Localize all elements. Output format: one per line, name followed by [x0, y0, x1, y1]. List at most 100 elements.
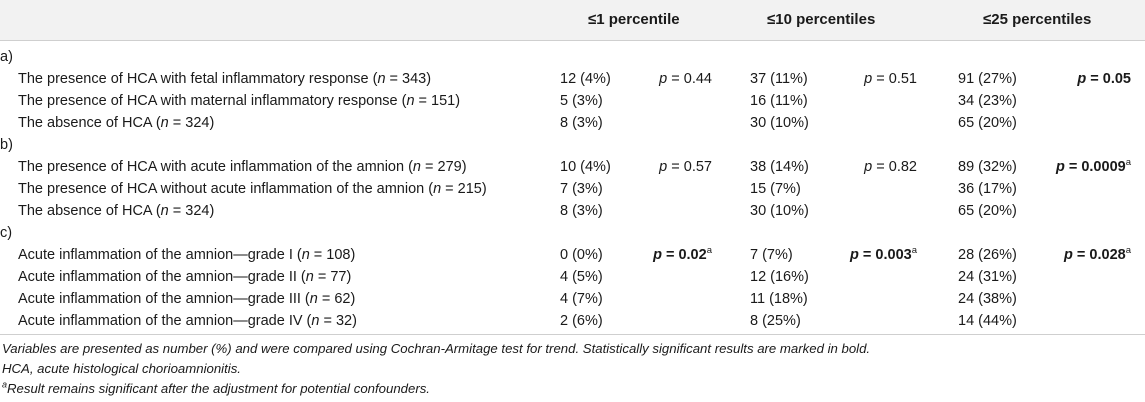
row-label-count: = 32): [319, 313, 357, 329]
row-label-text: The absence of HCA (: [18, 115, 161, 131]
row-label-n: n: [305, 269, 314, 285]
row-label-count: = 324): [168, 203, 215, 219]
header-col-25-percentiles: ≤25 percentiles: [983, 11, 1092, 28]
row-label: Acute inflammation of the amnion—grade I…: [18, 310, 357, 332]
footnote-adjustment: aResult remains significant after the ad…: [2, 379, 870, 399]
cell-10-percentiles: 12 (16%): [750, 269, 809, 285]
table-row: The presence of HCA with maternal inflam…: [0, 90, 1145, 112]
row-label-text: The presence of HCA with maternal inflam…: [18, 93, 407, 109]
footnote-method: Variables are presented as number (%) an…: [2, 341, 871, 356]
p-equals: =: [1072, 247, 1090, 263]
table-header: ≤1 percentile ≤10 percentiles ≤25 percen…: [0, 0, 1145, 41]
table-footnotes: Variables are presented as number (%) an…: [2, 339, 870, 399]
p-value-cell: p = 0.02a: [650, 244, 712, 266]
p-value-cell: p = 0.57: [650, 156, 712, 178]
p-value-footnote-marker: a: [706, 245, 712, 257]
cell-25-percentiles: 65 (20%): [958, 203, 1017, 219]
row-label-text: The presence of HCA without acute inflam…: [18, 181, 434, 197]
cell-10-percentiles: 30 (10%): [750, 203, 809, 219]
footnote-abbreviation: HCA, acute histological chorioamnionitis…: [2, 361, 241, 376]
cell-1-percentile: 5 (3%): [560, 93, 603, 109]
row-label-text: The absence of HCA (: [18, 203, 161, 219]
row-label-text: The presence of HCA with fetal inflammat…: [18, 71, 378, 87]
row-label-count: = 279): [421, 159, 467, 175]
table-row: The presence of HCA with fetal inflammat…: [0, 68, 1145, 90]
row-label-n: n: [377, 71, 386, 87]
cell-1-percentile: 8 (3%): [560, 115, 603, 131]
p-value: 0.028: [1089, 247, 1126, 263]
cell-1-percentile: 8 (3%): [560, 203, 603, 219]
row-label-count: = 77): [313, 269, 352, 285]
p-symbol: p: [1077, 71, 1087, 87]
table-row: The absence of HCA (n = 324) 8 (3%) 30 (10…: [0, 112, 1145, 134]
p-value-cell: p = 0.003a: [800, 244, 917, 266]
section-row: b): [0, 134, 1145, 156]
p-symbol: p: [659, 159, 668, 175]
p-equals: =: [661, 247, 679, 263]
row-label-text: The presence of HCA with acute inflammat…: [18, 159, 413, 175]
row-label-n: n: [433, 181, 442, 197]
p-equals: =: [858, 247, 876, 263]
p-value-cell: p = 0.44: [650, 68, 712, 90]
section-label: c): [0, 225, 13, 241]
table-row: The presence of HCA without acute inflam…: [0, 178, 1145, 200]
cell-25-percentiles: 24 (31%): [958, 269, 1017, 285]
row-label-n: n: [309, 291, 318, 307]
row-label-n: n: [301, 247, 310, 263]
cell-25-percentiles: 28 (26%): [958, 247, 1017, 263]
p-value: 0.57: [683, 159, 712, 175]
p-equals: =: [1086, 71, 1103, 87]
p-equals: =: [872, 159, 889, 175]
cell-10-percentiles: 38 (14%): [750, 159, 809, 175]
p-equals: =: [667, 71, 684, 87]
row-label-text: Acute inflammation of the amnion—grade I…: [18, 247, 302, 263]
p-symbol: p: [1064, 247, 1073, 263]
p-symbol: p: [1055, 159, 1065, 175]
table-row: Acute inflammation of the amnion—grade I…: [0, 310, 1145, 332]
table-row: Acute inflammation of the amnion—grade I…: [0, 266, 1145, 288]
row-label-text: Acute inflammation of the amnion—grade I…: [18, 313, 312, 329]
p-symbol: p: [850, 247, 859, 263]
cell-10-percentiles: 8 (25%): [750, 313, 801, 329]
row-label-text: Acute inflammation of the amnion—grade I…: [18, 269, 306, 285]
section-row: a): [0, 46, 1145, 68]
p-value-footnote-marker: a: [1125, 157, 1131, 169]
p-value-cell: p = 0.0009a: [1010, 156, 1131, 178]
p-value: 0.003: [875, 247, 912, 263]
row-label: The presence of HCA with acute inflammat…: [18, 156, 467, 178]
cell-25-percentiles: 89 (32%): [958, 159, 1017, 175]
row-label-n: n: [406, 93, 415, 109]
cell-25-percentiles: 24 (38%): [958, 291, 1017, 307]
cell-25-percentiles: 36 (17%): [958, 181, 1017, 197]
p-equals: =: [1064, 159, 1082, 175]
row-label-count: = 343): [385, 71, 432, 87]
p-value: 0.0009: [1081, 159, 1126, 175]
p-equals: =: [667, 159, 684, 175]
table-row: The absence of HCA (n = 324) 8 (3%) 30 (10…: [0, 200, 1145, 222]
cell-25-percentiles: 14 (44%): [958, 313, 1017, 329]
p-symbol: p: [864, 159, 873, 175]
row-label: The absence of HCA (n = 324): [18, 112, 214, 134]
footnote-adjustment-text: Result remains significant after the adj…: [7, 381, 430, 396]
row-label-text: Acute inflammation of the amnion—grade I…: [18, 291, 310, 307]
row-label-n: n: [311, 313, 320, 329]
p-equals: =: [872, 71, 889, 87]
row-label: Acute inflammation of the amnion—grade I…: [18, 266, 351, 288]
row-label: Acute inflammation of the amnion—grade I…: [18, 244, 355, 266]
cell-10-percentiles: 16 (11%): [750, 93, 808, 109]
cell-10-percentiles: 11 (18%): [750, 291, 808, 307]
cell-1-percentile: 4 (7%): [560, 291, 603, 307]
cell-1-percentile: 7 (3%): [560, 181, 603, 197]
row-label: The absence of HCA (n = 324): [18, 200, 214, 222]
p-value-cell: p = 0.028a: [1010, 244, 1131, 266]
section-label: a): [0, 49, 13, 65]
p-value: 0.44: [683, 71, 712, 87]
p-value: 0.51: [888, 71, 917, 87]
cell-25-percentiles: 91 (27%): [958, 71, 1017, 87]
table-row: Acute inflammation of the amnion—grade I…: [0, 244, 1145, 266]
cell-10-percentiles: 15 (7%): [750, 181, 801, 197]
row-label-count: = 62): [317, 291, 356, 307]
p-symbol: p: [864, 71, 873, 87]
p-value: 0.82: [888, 159, 917, 175]
p-symbol: p: [653, 247, 662, 263]
